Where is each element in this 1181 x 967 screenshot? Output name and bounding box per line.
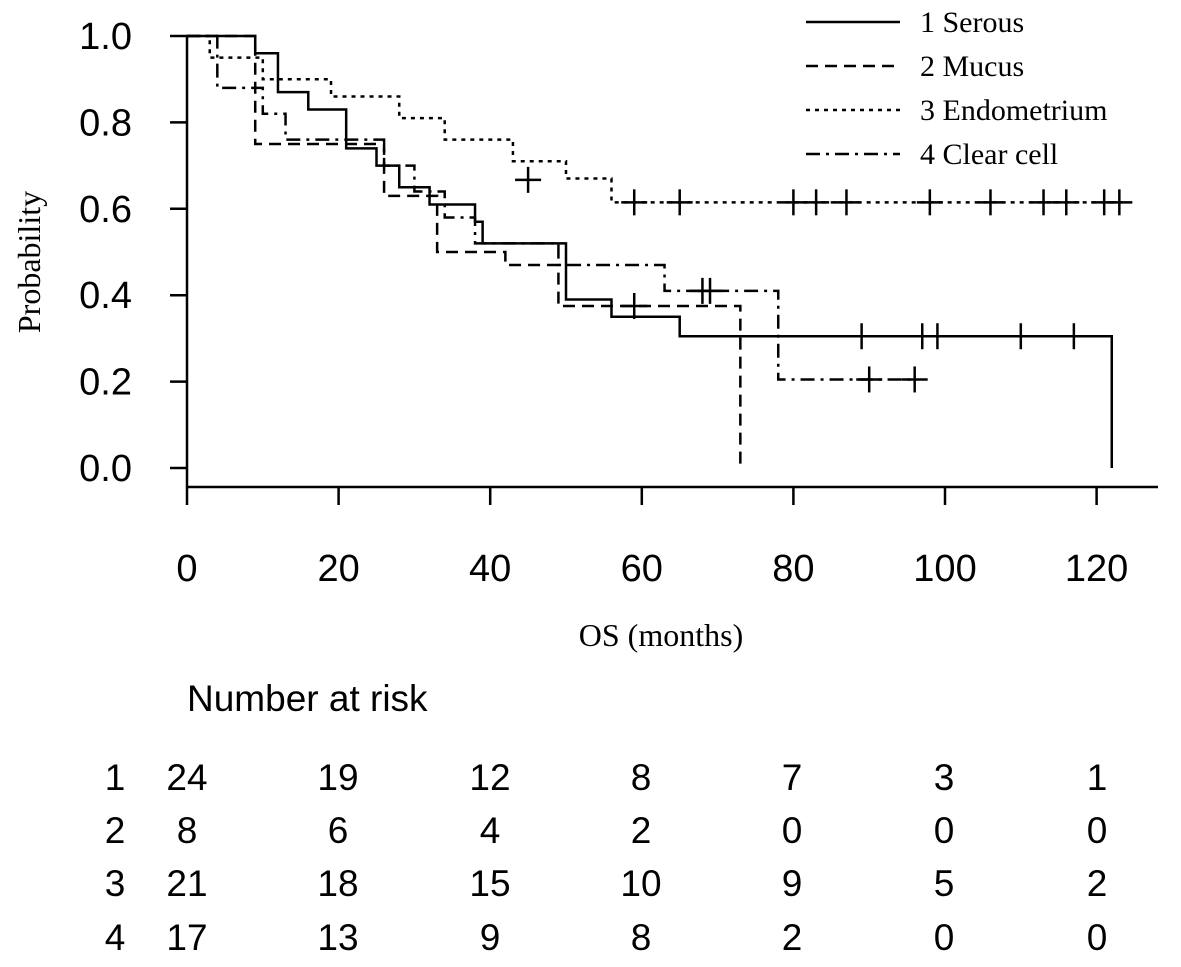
risk-cell: 8 bbox=[631, 757, 652, 798]
risk-cell: 17 bbox=[166, 917, 207, 958]
axes: 0.0 0.2 0.4 0.6 0.8 1.0 0 20 40 60 80 100 120 bbox=[79, 16, 1158, 590]
risk-cell: 18 bbox=[317, 863, 358, 904]
x-tick-label: 60 bbox=[621, 548, 663, 590]
x-tick-label: 100 bbox=[913, 548, 976, 590]
risk-cell: 12 bbox=[469, 757, 510, 798]
risk-cell: 2 bbox=[631, 810, 652, 851]
y-tick-label: 0.0 bbox=[79, 448, 132, 490]
x-tick-label: 20 bbox=[317, 548, 359, 590]
legend-label-2: 2 Mucus bbox=[920, 50, 1024, 83]
risk-cell: 3 bbox=[934, 757, 955, 798]
risk-cell: 4 bbox=[480, 810, 501, 851]
x-tick-label: 40 bbox=[469, 548, 511, 590]
risk-cell: 0 bbox=[934, 917, 955, 958]
x-axis-title: OS (months) bbox=[579, 617, 743, 653]
risk-cell: 21 bbox=[166, 863, 207, 904]
survival-curves bbox=[187, 34, 1133, 468]
risk-cell: 0 bbox=[1087, 917, 1108, 958]
risk-row-label: 1 bbox=[105, 757, 126, 798]
y-tick-label: 0.6 bbox=[79, 189, 132, 231]
series-2-curve bbox=[187, 34, 742, 468]
series-1-curve bbox=[187, 34, 1114, 468]
y-tick-label: 0.2 bbox=[79, 362, 132, 404]
risk-cell: 19 bbox=[317, 757, 358, 798]
risk-cell: 0 bbox=[1087, 810, 1108, 851]
risk-row-label: 4 bbox=[105, 917, 126, 958]
legend-label-4: 4 Clear cell bbox=[920, 138, 1058, 171]
risk-cell: 9 bbox=[480, 917, 501, 958]
risk-cell: 7 bbox=[782, 757, 803, 798]
risk-row-label: 3 bbox=[105, 863, 126, 904]
risk-cell: 8 bbox=[177, 810, 198, 851]
x-tick-label: 0 bbox=[176, 548, 197, 590]
risk-cell: 2 bbox=[782, 917, 803, 958]
risk-cell: 2 bbox=[1087, 863, 1108, 904]
y-tick-label: 0.4 bbox=[79, 275, 132, 317]
legend-label-1: 1 Serous bbox=[920, 6, 1024, 39]
risk-cell: 8 bbox=[631, 917, 652, 958]
risk-cell: 5 bbox=[934, 863, 955, 904]
risk-cell: 0 bbox=[782, 810, 803, 851]
series-4-curve bbox=[187, 34, 915, 381]
y-tick-label: 0.8 bbox=[79, 102, 132, 144]
legend-label-3: 3 Endometrium bbox=[920, 94, 1107, 127]
risk-cell: 15 bbox=[469, 863, 510, 904]
y-tick-label: 1.0 bbox=[79, 16, 132, 58]
risk-cell: 13 bbox=[317, 917, 358, 958]
risk-cell: 6 bbox=[328, 810, 349, 851]
risk-table-title: Number at risk bbox=[187, 678, 428, 719]
series-3-curve bbox=[187, 34, 1127, 204]
y-axis-title: Probability bbox=[11, 191, 47, 333]
risk-cell: 1 bbox=[1087, 757, 1108, 798]
risk-cell: 10 bbox=[620, 863, 661, 904]
x-tick-label: 80 bbox=[772, 548, 814, 590]
risk-table: Number at risk 1 24 19 12 8 7 3 12 8 6 4 2 0 0 03 21 18 1… bbox=[105, 678, 1108, 958]
legend: 1 Serous 2 Mucus 3 Endometrium 4 Clear cell bbox=[806, 6, 1107, 171]
risk-cell: 0 bbox=[934, 810, 955, 851]
risk-cell: 24 bbox=[166, 757, 207, 798]
risk-row-label: 2 bbox=[105, 810, 126, 851]
risk-cell: 9 bbox=[782, 863, 803, 904]
x-tick-label: 120 bbox=[1065, 548, 1128, 590]
